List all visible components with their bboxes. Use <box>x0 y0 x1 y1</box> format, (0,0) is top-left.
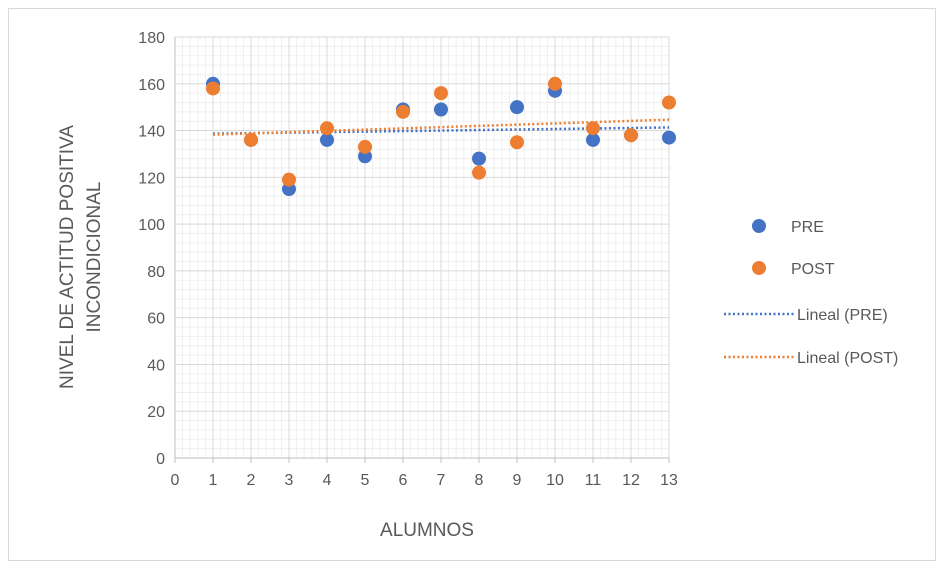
axis-titles: ALUMNOS NIVEL DE ACTITUD POSITIVA INCOND… <box>57 125 474 541</box>
data-point-post <box>282 172 296 187</box>
x-tick-label: 8 <box>475 472 484 489</box>
x-axis-title: ALUMNOS <box>380 520 474 541</box>
data-point-post <box>548 76 562 91</box>
y-tick-label: 0 <box>156 451 165 468</box>
y-tick-label: 40 <box>147 357 165 374</box>
data-point-post <box>510 135 524 150</box>
data-point-post <box>396 104 410 119</box>
legend-item-post-marker <box>752 261 766 275</box>
x-tick-label: 11 <box>585 472 602 489</box>
legend-item-lineal-pre-label: Lineal (PRE) <box>797 307 888 324</box>
data-point-post <box>434 86 448 101</box>
y-tick-label: 180 <box>138 30 165 47</box>
x-tick-label: 0 <box>171 472 180 489</box>
y-tick-label: 100 <box>138 217 165 234</box>
x-tick-label: 13 <box>660 472 678 489</box>
data-points <box>206 76 676 197</box>
scatter-chart: 0 1 2 3 4 5 6 7 8 9 10 11 12 130204060801001201401601… <box>57 30 898 541</box>
x-tick-label: 1 <box>209 472 218 489</box>
legend-item-pre-label: PRE <box>791 219 824 236</box>
y-tick-label: 140 <box>138 124 165 141</box>
legend-item-lineal-pre: Lineal (PRE) <box>724 307 888 324</box>
data-point-post <box>320 121 334 136</box>
data-point-post <box>624 128 638 143</box>
x-tick-label: 10 <box>546 472 564 489</box>
legend-item-post: POST <box>752 261 835 278</box>
data-point-post <box>244 132 258 147</box>
y-tick-label: 20 <box>147 404 165 421</box>
data-point-post <box>586 121 600 136</box>
y-tick-label: 120 <box>138 170 165 187</box>
data-point-pre <box>472 151 486 166</box>
x-tick-label: 4 <box>323 472 332 489</box>
x-tick-label: 7 <box>437 472 446 489</box>
gridlines <box>175 36 670 458</box>
data-point-pre <box>510 100 524 115</box>
legend: PRE POST Lineal (PRE) Lineal (POST) <box>724 219 898 367</box>
legend-item-lineal-post: Lineal (POST) <box>724 350 898 367</box>
x-tick-label: 3 <box>285 472 294 489</box>
legend-item-lineal-post-label: Lineal (POST) <box>797 350 898 367</box>
data-point-post <box>206 81 220 96</box>
chart-container: 0 1 2 3 4 5 6 7 8 9 10 11 12 13 0 20 40 60 80 100 120 140 160 1… <box>8 8 936 561</box>
y-axis-title-line-1: NIVEL DE ACTITUD POSITIVA <box>57 125 78 389</box>
axes <box>174 37 670 463</box>
x-tick-label: 5 <box>361 472 370 489</box>
data-point-pre <box>662 130 676 145</box>
legend-item-pre: PRE <box>752 219 824 236</box>
legend-item-pre-marker <box>752 219 766 233</box>
data-point-post <box>662 95 676 110</box>
x-tick-label: 2 <box>247 472 256 489</box>
y-tick-label: 80 <box>147 264 165 281</box>
x-tick-label: 6 <box>399 472 408 489</box>
tick-labels: 0 1 2 3 4 5 6 7 8 9 10 11 12 130204060801001201401601… <box>138 30 678 489</box>
x-tick-label: 12 <box>622 472 640 489</box>
data-point-pre <box>586 132 600 147</box>
data-point-post <box>358 139 372 154</box>
data-point-pre <box>320 132 334 147</box>
x-tick-label: 9 <box>513 472 522 489</box>
data-point-pre <box>434 102 448 117</box>
legend-item-post-label: POST <box>791 261 835 278</box>
y-tick-label: 60 <box>147 311 165 328</box>
y-axis-title-line-2: INCONDICIONAL <box>84 182 105 333</box>
y-tick-label: 160 <box>138 77 165 94</box>
data-point-post <box>472 165 486 180</box>
